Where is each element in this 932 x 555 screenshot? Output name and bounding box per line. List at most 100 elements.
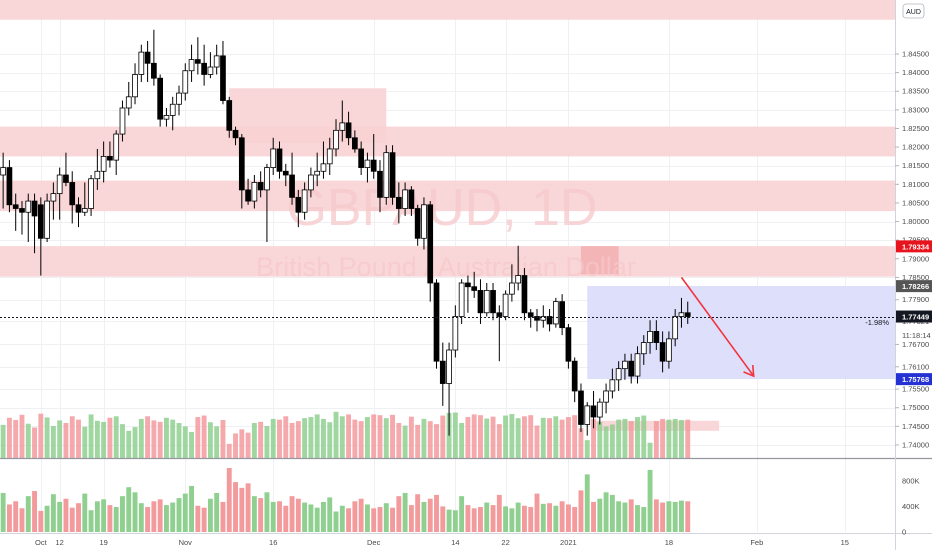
volume-overlay-bar <box>82 426 88 458</box>
candle-body <box>565 327 572 362</box>
candle-body <box>151 62 157 79</box>
volume-bar <box>553 505 559 532</box>
candle-body <box>264 167 270 191</box>
candle-body <box>596 401 603 418</box>
price-tick-label: 1.83000 <box>902 105 929 114</box>
volume-overlay-bar <box>201 415 207 458</box>
volume-bar <box>427 498 433 532</box>
volume-bar <box>126 487 132 532</box>
candle-body <box>213 55 220 68</box>
candle-body <box>100 155 107 172</box>
volume-bar <box>352 501 358 532</box>
volume-overlay-bar <box>132 427 138 458</box>
volume-overlay-bar <box>396 422 402 458</box>
volume-overlay-bar <box>233 433 238 458</box>
volume-bar <box>76 503 81 532</box>
candle-body <box>578 390 584 425</box>
volume-tick-label: 800K <box>902 476 920 485</box>
price-tags: 1.79334 1.78266 1.77449 1.75768 <box>896 240 932 386</box>
candle-body <box>163 115 170 120</box>
candle-body <box>402 189 408 209</box>
volume-overlay-bar <box>321 418 326 458</box>
volume-overlay-bar <box>459 422 465 458</box>
volume-overlay-bar <box>245 432 251 458</box>
candle-body <box>622 360 628 370</box>
zone <box>0 180 895 212</box>
candle-body <box>245 189 251 202</box>
volume-bar <box>239 487 245 532</box>
volume-overlay-bar <box>226 443 232 458</box>
price-tag-label: 1.75768 <box>902 375 929 384</box>
currency-button-label[interactable]: AUD <box>906 9 921 16</box>
candle-body <box>603 390 609 403</box>
volume-overlay-bar <box>277 419 282 458</box>
candle-body <box>352 137 358 150</box>
volume-overlay-bar <box>496 424 502 458</box>
volume-bar <box>565 504 571 532</box>
volume-bar <box>484 502 490 532</box>
time-tick-label: 14 <box>451 538 459 547</box>
volume-overlay-bar <box>151 420 157 458</box>
candle-body <box>56 174 63 195</box>
volume-overlay-bar <box>120 424 125 458</box>
price-tick-label: 1.84500 <box>902 49 929 58</box>
candle-body <box>465 282 471 288</box>
volume-bar <box>6 504 12 532</box>
volume-bar <box>591 501 596 532</box>
price-tick-label: 1.77900 <box>902 295 929 304</box>
volume-bar <box>226 468 232 532</box>
volume-bar <box>653 499 659 532</box>
volume-overlay-bar <box>383 418 389 458</box>
volume-bar <box>521 505 527 532</box>
volume-bar <box>647 469 653 532</box>
volume-bar <box>176 498 182 532</box>
price-tag-label: 1.78266 <box>902 282 929 291</box>
volume-bar <box>421 501 427 532</box>
volume-bar <box>339 505 345 532</box>
volume-overlay-bar <box>415 424 421 458</box>
volume-overlay-bar <box>584 440 590 458</box>
candle-body <box>534 316 540 321</box>
time-tick-label: 2021 <box>560 538 577 547</box>
volume-overlay-bar <box>641 415 647 458</box>
volume-overlay-bar <box>478 415 483 458</box>
candle-body <box>201 62 207 75</box>
volume-overlay-bar <box>170 419 176 458</box>
volume-overlay-bar <box>50 425 56 458</box>
candle-body <box>188 59 195 72</box>
candle-body <box>678 312 685 317</box>
candle-body <box>640 342 647 355</box>
volume-bar <box>666 501 672 532</box>
candle-body <box>546 316 553 325</box>
volume-overlay-bar <box>182 426 188 458</box>
volume-overlay-bar <box>308 417 314 458</box>
volume-bar <box>245 483 251 532</box>
currency-button[interactable]: AUD <box>902 3 925 19</box>
volume-bar <box>333 511 339 532</box>
candle-body <box>490 290 496 314</box>
volume-overlay-bar <box>13 420 19 458</box>
volume-overlay-bar <box>32 427 37 458</box>
candle-body <box>559 301 565 329</box>
price-tick-label: 1.74000 <box>902 440 929 449</box>
volume-bar <box>13 501 19 532</box>
volume-bar <box>371 508 377 532</box>
candle-body <box>238 137 245 191</box>
volume-bar <box>302 502 308 532</box>
candle-body <box>552 301 559 325</box>
volume-bar <box>113 507 119 532</box>
candle-body <box>370 159 377 172</box>
volume-bar <box>364 504 370 532</box>
zone <box>0 246 895 277</box>
candle-body <box>176 92 182 105</box>
volume-bar <box>63 498 69 532</box>
volume-bar <box>628 499 634 532</box>
volume-bar <box>622 502 628 532</box>
volume-overlay-bar <box>503 415 509 458</box>
price-tick-label: 1.78500 <box>902 273 929 282</box>
candle-body <box>515 275 522 284</box>
price-tag-label: 1.77449 <box>902 313 929 322</box>
time-tick-label: 18 <box>665 538 673 547</box>
volume-bar <box>528 507 534 532</box>
volume-bar <box>478 507 483 532</box>
